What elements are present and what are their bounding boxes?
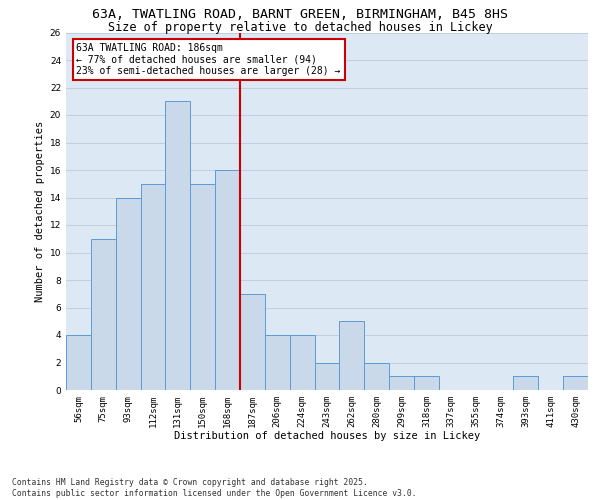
Bar bbox=[190, 184, 215, 390]
Bar bbox=[140, 184, 166, 390]
Bar bbox=[314, 362, 340, 390]
Bar bbox=[340, 322, 364, 390]
Bar bbox=[514, 376, 538, 390]
Bar bbox=[389, 376, 414, 390]
Text: Contains HM Land Registry data © Crown copyright and database right 2025.
Contai: Contains HM Land Registry data © Crown c… bbox=[12, 478, 416, 498]
X-axis label: Distribution of detached houses by size in Lickey: Distribution of detached houses by size … bbox=[174, 432, 480, 442]
Bar bbox=[414, 376, 439, 390]
Text: Size of property relative to detached houses in Lickey: Size of property relative to detached ho… bbox=[107, 21, 493, 34]
Y-axis label: Number of detached properties: Number of detached properties bbox=[35, 120, 46, 302]
Bar bbox=[265, 335, 290, 390]
Bar bbox=[116, 198, 140, 390]
Bar bbox=[240, 294, 265, 390]
Text: 63A, TWATLING ROAD, BARNT GREEN, BIRMINGHAM, B45 8HS: 63A, TWATLING ROAD, BARNT GREEN, BIRMING… bbox=[92, 8, 508, 20]
Text: 63A TWATLING ROAD: 186sqm
← 77% of detached houses are smaller (94)
23% of semi-: 63A TWATLING ROAD: 186sqm ← 77% of detac… bbox=[76, 43, 341, 76]
Bar bbox=[215, 170, 240, 390]
Bar bbox=[290, 335, 314, 390]
Bar bbox=[91, 239, 116, 390]
Bar bbox=[364, 362, 389, 390]
Bar bbox=[66, 335, 91, 390]
Bar bbox=[166, 101, 190, 390]
Bar bbox=[563, 376, 588, 390]
